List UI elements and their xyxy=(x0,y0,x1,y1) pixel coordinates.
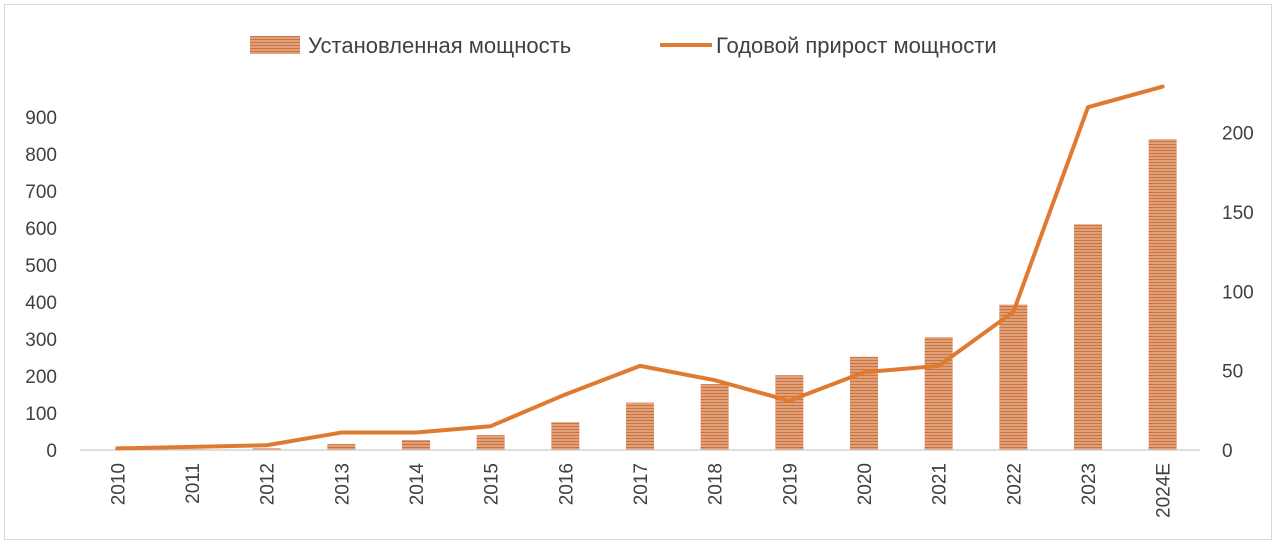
bar xyxy=(924,337,953,450)
bar xyxy=(1074,224,1102,450)
line-point xyxy=(265,443,269,447)
legend-label-bar: Установленная мощность xyxy=(308,33,571,58)
x-tick-label: 2016 xyxy=(556,463,577,505)
bar xyxy=(551,422,580,450)
chart-frame xyxy=(4,4,1272,540)
line-point xyxy=(937,364,941,368)
bar xyxy=(476,435,505,450)
y-right-tick-label: 100 xyxy=(1222,282,1254,303)
bar xyxy=(402,440,430,450)
line-point xyxy=(1011,310,1015,314)
x-tick-label: 2011 xyxy=(183,463,204,504)
bar xyxy=(775,375,804,450)
y-left-tick-label: 0 xyxy=(46,441,57,462)
legend: Установленная мощность Годовой прирост м… xyxy=(250,33,997,58)
y-right-tick-label: 200 xyxy=(1222,124,1254,145)
x-tick-label: 2022 xyxy=(1004,463,1025,505)
y-left-tick-label: 200 xyxy=(25,367,57,388)
y-left-tick-label: 900 xyxy=(25,108,57,129)
bar xyxy=(1148,139,1177,450)
x-tick-label: 2023 xyxy=(1079,463,1100,505)
line-point xyxy=(1086,105,1090,109)
line-point xyxy=(1161,85,1165,89)
line-point xyxy=(787,399,791,403)
legend-swatch-bar xyxy=(250,36,300,54)
x-tick-label: 2017 xyxy=(631,463,652,505)
line-point xyxy=(638,364,642,368)
bar xyxy=(626,402,654,450)
line-point xyxy=(414,431,418,435)
y-right-tick-label: 150 xyxy=(1222,203,1254,224)
y-right-tick-label: 0 xyxy=(1222,441,1233,462)
x-tick-label: 2010 xyxy=(108,463,129,505)
y-left-tick-label: 600 xyxy=(25,219,57,240)
y-right-tick-label: 50 xyxy=(1222,362,1243,383)
x-tick-label: 2014 xyxy=(407,463,428,506)
x-tick-label: 2018 xyxy=(706,463,727,505)
x-tick-label: 2012 xyxy=(258,463,279,505)
line-point xyxy=(862,370,866,374)
bar xyxy=(327,444,356,450)
line-point xyxy=(563,392,567,396)
y-left-tick-label: 400 xyxy=(25,293,57,314)
bar xyxy=(700,384,729,450)
bar xyxy=(999,304,1028,450)
y-left-tick-label: 800 xyxy=(25,145,57,166)
y-left-tick-label: 100 xyxy=(25,404,57,425)
line-point xyxy=(713,378,717,382)
y-left-tick-label: 700 xyxy=(25,182,57,203)
x-tick-label: 2013 xyxy=(332,463,353,505)
plot-area: 0 100 200 300 400 500 600 700 800 900 0 50 100 150 200… xyxy=(25,84,1254,518)
y-left-tick-label: 300 xyxy=(25,330,57,351)
x-tick-label: 2024E xyxy=(1154,463,1175,518)
x-tick-label: 2019 xyxy=(780,463,801,505)
bar xyxy=(252,448,281,450)
line-point xyxy=(489,424,493,428)
x-tick-label: 2015 xyxy=(482,463,503,505)
legend-label-line: Годовой прирост мощности xyxy=(716,33,997,58)
line-point xyxy=(339,431,343,435)
y-left-tick-label: 500 xyxy=(25,256,57,277)
x-tick-label: 2021 xyxy=(930,463,951,505)
line-point xyxy=(190,445,194,449)
line-point xyxy=(115,446,119,450)
x-tick-label: 2020 xyxy=(855,463,876,505)
